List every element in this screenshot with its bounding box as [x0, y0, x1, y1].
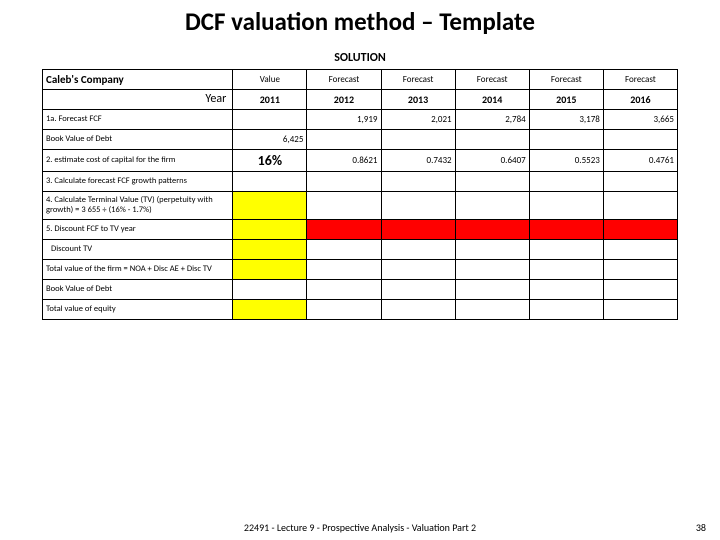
cell — [307, 239, 381, 259]
cell: 0.6407 — [455, 149, 529, 171]
cell — [455, 279, 529, 299]
cell — [307, 171, 381, 191]
cell — [233, 171, 307, 191]
page-title: DCF valuation method – Template — [0, 0, 720, 37]
cell — [455, 191, 529, 219]
cell: 16% — [233, 149, 307, 171]
cell — [529, 171, 603, 191]
year-label: Year — [43, 89, 233, 109]
row-label: 1a. Forecast FCF — [43, 109, 233, 129]
cell — [381, 191, 455, 219]
row-label: 5. Discount FCF to TV year — [43, 219, 233, 239]
cell — [529, 239, 603, 259]
cell — [307, 259, 381, 279]
cell: 2,784 — [455, 109, 529, 129]
year: 2013 — [381, 89, 455, 109]
cell — [529, 129, 603, 149]
cell — [603, 299, 677, 319]
cell — [381, 219, 455, 239]
cell — [603, 129, 677, 149]
cell: 3,665 — [603, 109, 677, 129]
table-row: Total value of the firm = NOA + Disc AE … — [43, 259, 678, 279]
table-row: 5. Discount FCF to TV year — [43, 219, 678, 239]
dcf-table: SOLUTION Caleb's Company Value Forecast … — [42, 47, 678, 320]
col-header: Value — [233, 69, 307, 89]
cell — [381, 299, 455, 319]
col-header: Forecast — [455, 69, 529, 89]
cell — [603, 259, 677, 279]
row-label: Book Value of Debt — [43, 129, 233, 149]
cell — [603, 191, 677, 219]
col-header: Forecast — [529, 69, 603, 89]
cell — [455, 259, 529, 279]
cell — [233, 279, 307, 299]
cell: 3,178 — [529, 109, 603, 129]
table-row: 4. Calculate Terminal Value (TV) (perpet… — [43, 191, 678, 219]
cell: 1,919 — [307, 109, 381, 129]
cell — [381, 171, 455, 191]
cell — [455, 239, 529, 259]
cell — [381, 259, 455, 279]
footer-text: 22491 - Lecture 9 - Prospective Analysis… — [0, 521, 720, 534]
table-row: Book Value of Debt 6,425 — [43, 129, 678, 149]
row-label: 4. Calculate Terminal Value (TV) (perpet… — [43, 191, 233, 219]
cell — [529, 279, 603, 299]
cell — [381, 279, 455, 299]
cell: 6,425 — [233, 129, 307, 149]
company-name: Caleb's Company — [43, 69, 233, 89]
row-label: 2. estimate cost of capital for the firm — [43, 149, 233, 171]
cell — [529, 299, 603, 319]
page-number: 38 — [696, 521, 706, 534]
row-label: Discount TV — [43, 239, 233, 259]
cell — [455, 129, 529, 149]
cell — [455, 299, 529, 319]
cell — [307, 129, 381, 149]
table-row: 3. Calculate forecast FCF growth pattern… — [43, 171, 678, 191]
cell — [529, 191, 603, 219]
solution-header: SOLUTION — [43, 47, 678, 69]
cell — [233, 239, 307, 259]
cell — [233, 191, 307, 219]
year: 2014 — [455, 89, 529, 109]
table-row: Book Value of Debt — [43, 279, 678, 299]
cell: 0.7432 — [381, 149, 455, 171]
cell — [381, 239, 455, 259]
col-header: Forecast — [307, 69, 381, 89]
cell — [529, 219, 603, 239]
cell — [307, 191, 381, 219]
cell — [233, 109, 307, 129]
year: 2011 — [233, 89, 307, 109]
cell — [603, 239, 677, 259]
table-row: 2. estimate cost of capital for the firm… — [43, 149, 678, 171]
year: 2015 — [529, 89, 603, 109]
row-label: Total value of equity — [43, 299, 233, 319]
year: 2012 — [307, 89, 381, 109]
cell: 0.8621 — [307, 149, 381, 171]
cell — [455, 171, 529, 191]
row-label: Book Value of Debt — [43, 279, 233, 299]
year: 2016 — [603, 89, 677, 109]
cell — [233, 259, 307, 279]
cell — [307, 219, 381, 239]
cell — [529, 259, 603, 279]
col-header: Forecast — [381, 69, 455, 89]
cell — [603, 219, 677, 239]
cell — [233, 219, 307, 239]
cell: 0.4761 — [603, 149, 677, 171]
cell: 0.5523 — [529, 149, 603, 171]
row-label: Total value of the firm = NOA + Disc AE … — [43, 259, 233, 279]
row-label: 3. Calculate forecast FCF growth pattern… — [43, 171, 233, 191]
table-row: 1a. Forecast FCF 1,919 2,021 2,784 3,178… — [43, 109, 678, 129]
cell — [233, 299, 307, 319]
cell — [603, 279, 677, 299]
cell — [603, 171, 677, 191]
table-row: Total value of equity — [43, 299, 678, 319]
table-row: Discount TV — [43, 239, 678, 259]
col-header: Forecast — [603, 69, 677, 89]
cell: 2,021 — [381, 109, 455, 129]
cell — [455, 219, 529, 239]
cell — [307, 299, 381, 319]
cell — [307, 279, 381, 299]
cell — [381, 129, 455, 149]
